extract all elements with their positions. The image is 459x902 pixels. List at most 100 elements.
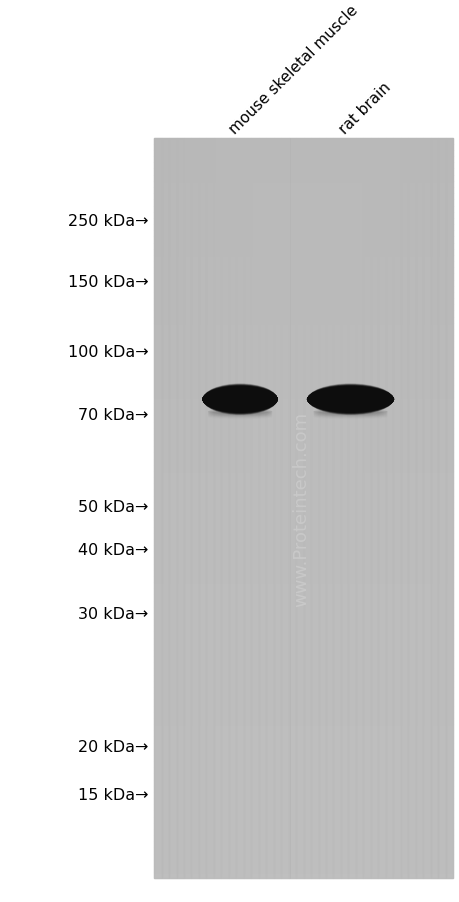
Ellipse shape (306, 390, 393, 410)
Bar (154, 453, 452, 459)
Ellipse shape (307, 386, 393, 413)
Bar (154, 465, 452, 472)
Text: 250 kDa→: 250 kDa→ (68, 214, 148, 228)
Bar (154, 737, 452, 742)
Bar (154, 631, 452, 638)
Ellipse shape (202, 385, 277, 414)
Ellipse shape (307, 386, 393, 414)
Bar (154, 200, 452, 207)
Bar (229, 139, 236, 879)
Bar (266, 139, 273, 879)
Ellipse shape (202, 384, 277, 416)
Bar (154, 188, 452, 194)
Ellipse shape (307, 385, 393, 415)
Bar (154, 620, 452, 626)
Bar (161, 139, 169, 879)
Bar (206, 139, 213, 879)
Ellipse shape (306, 390, 393, 410)
Bar (154, 428, 452, 435)
Bar (154, 792, 452, 798)
Bar (154, 811, 452, 816)
Ellipse shape (202, 389, 277, 411)
Bar (198, 139, 206, 879)
Bar (154, 700, 452, 705)
Bar (154, 705, 452, 712)
Bar (154, 483, 452, 490)
Bar (154, 853, 452, 860)
Bar (154, 318, 452, 324)
Text: 40 kDa→: 40 kDa→ (78, 543, 148, 557)
Bar (363, 139, 370, 879)
Bar (154, 496, 452, 502)
Bar (154, 287, 452, 292)
Bar (154, 613, 452, 620)
Bar (154, 403, 452, 410)
Ellipse shape (202, 388, 277, 411)
Bar (154, 742, 452, 749)
Bar (154, 292, 452, 299)
Bar (251, 139, 258, 879)
Bar (154, 440, 452, 446)
Ellipse shape (307, 387, 393, 412)
Bar (154, 749, 452, 755)
Ellipse shape (202, 387, 277, 412)
Ellipse shape (202, 389, 277, 411)
Ellipse shape (202, 384, 277, 415)
Ellipse shape (202, 384, 277, 416)
Bar (154, 194, 452, 200)
Bar (154, 366, 452, 373)
Bar (355, 139, 363, 879)
Bar (445, 139, 452, 879)
Ellipse shape (207, 410, 272, 415)
Bar (154, 181, 452, 188)
Bar (154, 570, 452, 576)
Bar (318, 139, 325, 879)
Bar (154, 514, 452, 520)
Bar (154, 268, 452, 274)
Ellipse shape (202, 386, 277, 414)
Bar (154, 410, 452, 416)
Ellipse shape (207, 411, 272, 417)
Ellipse shape (307, 385, 393, 414)
Ellipse shape (202, 388, 277, 411)
Ellipse shape (307, 388, 393, 412)
Bar (154, 768, 452, 774)
Bar (340, 139, 348, 879)
Bar (154, 718, 452, 724)
Bar (280, 139, 288, 879)
Bar (184, 139, 191, 879)
Bar (154, 761, 452, 768)
Bar (176, 139, 184, 879)
Bar (221, 139, 229, 879)
Ellipse shape (202, 389, 277, 410)
Bar (154, 435, 452, 440)
Ellipse shape (307, 384, 392, 416)
Bar (325, 139, 333, 879)
Ellipse shape (202, 386, 277, 414)
Bar (154, 681, 452, 687)
Bar (154, 835, 452, 842)
Bar (154, 644, 452, 650)
Bar (154, 502, 452, 509)
Bar (154, 348, 452, 354)
Bar (154, 416, 452, 422)
Bar (415, 139, 422, 879)
Bar (154, 225, 452, 231)
Bar (408, 139, 415, 879)
Ellipse shape (207, 410, 272, 416)
Ellipse shape (306, 389, 393, 410)
Ellipse shape (202, 385, 277, 415)
Bar (154, 626, 452, 631)
Bar (154, 477, 452, 483)
Ellipse shape (202, 386, 277, 413)
Bar (154, 329, 452, 336)
Bar (154, 281, 452, 287)
Bar (154, 805, 452, 811)
Bar (154, 244, 452, 250)
Ellipse shape (307, 384, 392, 415)
Bar (154, 157, 452, 163)
Ellipse shape (306, 389, 393, 411)
Bar (154, 779, 452, 786)
Bar (154, 305, 452, 311)
Bar (154, 385, 452, 391)
